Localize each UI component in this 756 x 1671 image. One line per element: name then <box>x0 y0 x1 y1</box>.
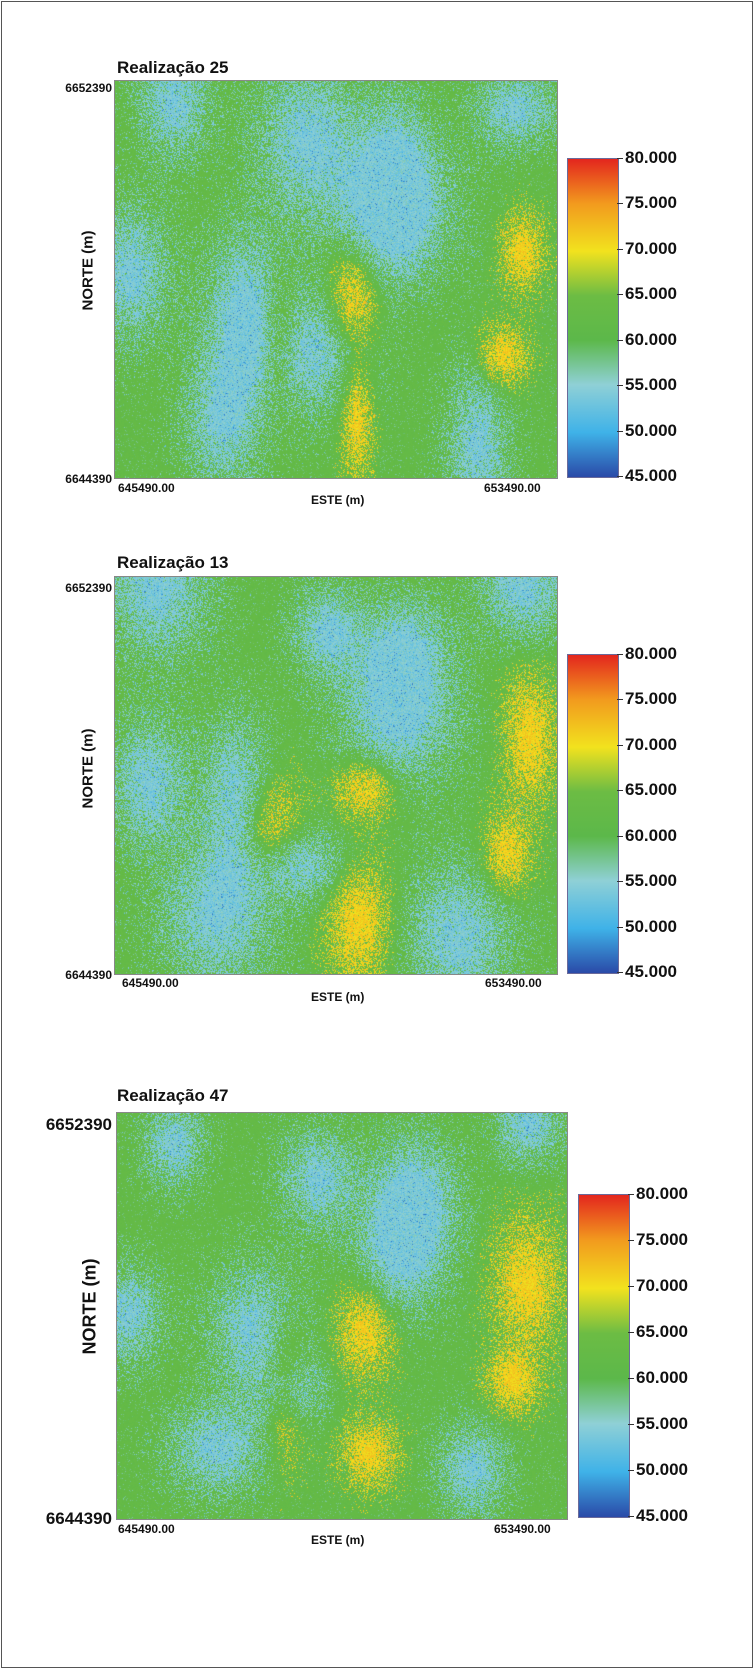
colorbar-ticks: 80.000 75.000 70.000 65.000 60.000 55.00… <box>617 148 737 485</box>
colorbar-tick-label: 60.000 <box>625 329 677 349</box>
y-tick-top: 6652390 <box>65 581 112 595</box>
colorbar-tick-mark <box>617 790 623 792</box>
colorbar-tick-mark <box>617 158 623 159</box>
colorbar-tick-mark <box>628 1470 634 1471</box>
colorbar-tick-label: 55.000 <box>636 1414 688 1433</box>
colorbar-tick-mark <box>617 744 623 746</box>
colorbar-tick-label: 45.000 <box>625 962 677 981</box>
colorbar-tick-mark <box>617 476 623 477</box>
colorbar-tick-label: 55.000 <box>625 375 677 395</box>
heatmap-area <box>114 576 558 975</box>
colorbar-tick-mark <box>617 835 623 837</box>
colorbar-tick-mark <box>628 1240 634 1241</box>
colorbar <box>567 158 619 478</box>
colorbar-tick-mark <box>628 1378 634 1379</box>
colorbar-tick-label: 80.000 <box>625 644 677 663</box>
y-tick-bottom: 6644390 <box>65 472 112 486</box>
colorbar-tick-label: 60.000 <box>625 825 677 845</box>
colorbar-tick-label: 45.000 <box>636 1506 688 1525</box>
colorbar-tick-mark <box>617 430 623 432</box>
panel-title: Realização 47 <box>117 1086 229 1105</box>
colorbar-tick-mark <box>617 203 623 205</box>
x-tick-left: 645490.00 <box>118 1522 175 1536</box>
colorbar-tick-label: 80.000 <box>625 148 677 167</box>
x-tick-right: 653490.00 <box>494 1522 551 1536</box>
colorbar-tick-label: 75.000 <box>625 193 677 213</box>
x-axis-label: ESTE (m) <box>311 990 365 1004</box>
colorbar-tick-label: 80.000 <box>636 1184 688 1203</box>
panel-title: Realização 13 <box>117 553 229 572</box>
colorbar-tick-label: 45.000 <box>625 466 677 485</box>
colorbar-tick-label: 75.000 <box>625 689 677 709</box>
colorbar-tick-mark <box>617 294 623 296</box>
heatmap-area <box>116 1112 568 1520</box>
colorbar-tick-mark <box>628 1286 634 1287</box>
colorbar-tick-mark <box>617 385 623 387</box>
y-tick-bottom: 6644390 <box>65 968 112 982</box>
colorbar-tick-mark <box>628 1332 634 1333</box>
y-axis-label: NORTE (m) <box>79 1258 100 1355</box>
colorbar-tick-label: 50.000 <box>625 916 677 936</box>
x-axis-label: ESTE (m) <box>311 493 365 507</box>
colorbar-tick-mark <box>617 972 623 973</box>
colorbar-tick-label: 70.000 <box>636 1276 688 1295</box>
colorbar-tick-mark <box>617 926 623 928</box>
colorbar-tick-label: 75.000 <box>636 1230 688 1249</box>
colorbar-tick-label: 50.000 <box>636 1460 688 1479</box>
colorbar-tick-mark <box>628 1424 634 1425</box>
heatmap-canvas <box>115 577 557 974</box>
colorbar-tick-label: 65.000 <box>625 780 677 800</box>
heatmap-canvas <box>115 81 557 478</box>
colorbar-tick-mark <box>617 881 623 883</box>
colorbar-tick-mark <box>617 248 623 250</box>
x-axis-label: ESTE (m) <box>311 1533 365 1547</box>
colorbar <box>578 1194 630 1518</box>
colorbar <box>567 654 619 974</box>
colorbar-tick-label: 70.000 <box>625 734 677 754</box>
y-tick-top: 6652390 <box>45 1115 112 1134</box>
colorbar-tick-label: 70.000 <box>625 238 677 258</box>
colorbar-tick-mark <box>628 1516 634 1517</box>
heatmap-area <box>114 80 558 479</box>
colorbar-tick-mark <box>628 1194 634 1195</box>
colorbar-tick-mark <box>617 654 623 655</box>
x-tick-left: 645490.00 <box>118 481 175 495</box>
y-axis-label: NORTE (m) <box>79 230 97 311</box>
colorbar-tick-label: 65.000 <box>625 284 677 304</box>
colorbar-tick-mark <box>617 699 623 701</box>
colorbar-tick-label: 50.000 <box>625 420 677 440</box>
x-tick-right: 653490.00 <box>485 976 542 990</box>
colorbar-tick-label: 60.000 <box>636 1368 688 1387</box>
x-tick-right: 653490.00 <box>484 481 541 495</box>
y-tick-top: 6652390 <box>65 81 112 95</box>
y-tick-bottom: 6644390 <box>45 1509 112 1528</box>
colorbar-ticks: 80.000 75.000 70.000 65.000 60.000 55.00… <box>617 644 737 981</box>
colorbar-tick-mark <box>617 339 623 341</box>
colorbar-ticks: 80.000 75.000 70.000 65.000 60.000 55.00… <box>628 1184 748 1525</box>
y-axis-label: NORTE (m) <box>79 728 97 809</box>
colorbar-tick-label: 55.000 <box>625 871 677 891</box>
panel-title: Realização 25 <box>117 58 229 77</box>
heatmap-canvas <box>117 1113 567 1519</box>
x-tick-left: 645490.00 <box>122 976 179 990</box>
colorbar-tick-label: 65.000 <box>636 1322 688 1341</box>
